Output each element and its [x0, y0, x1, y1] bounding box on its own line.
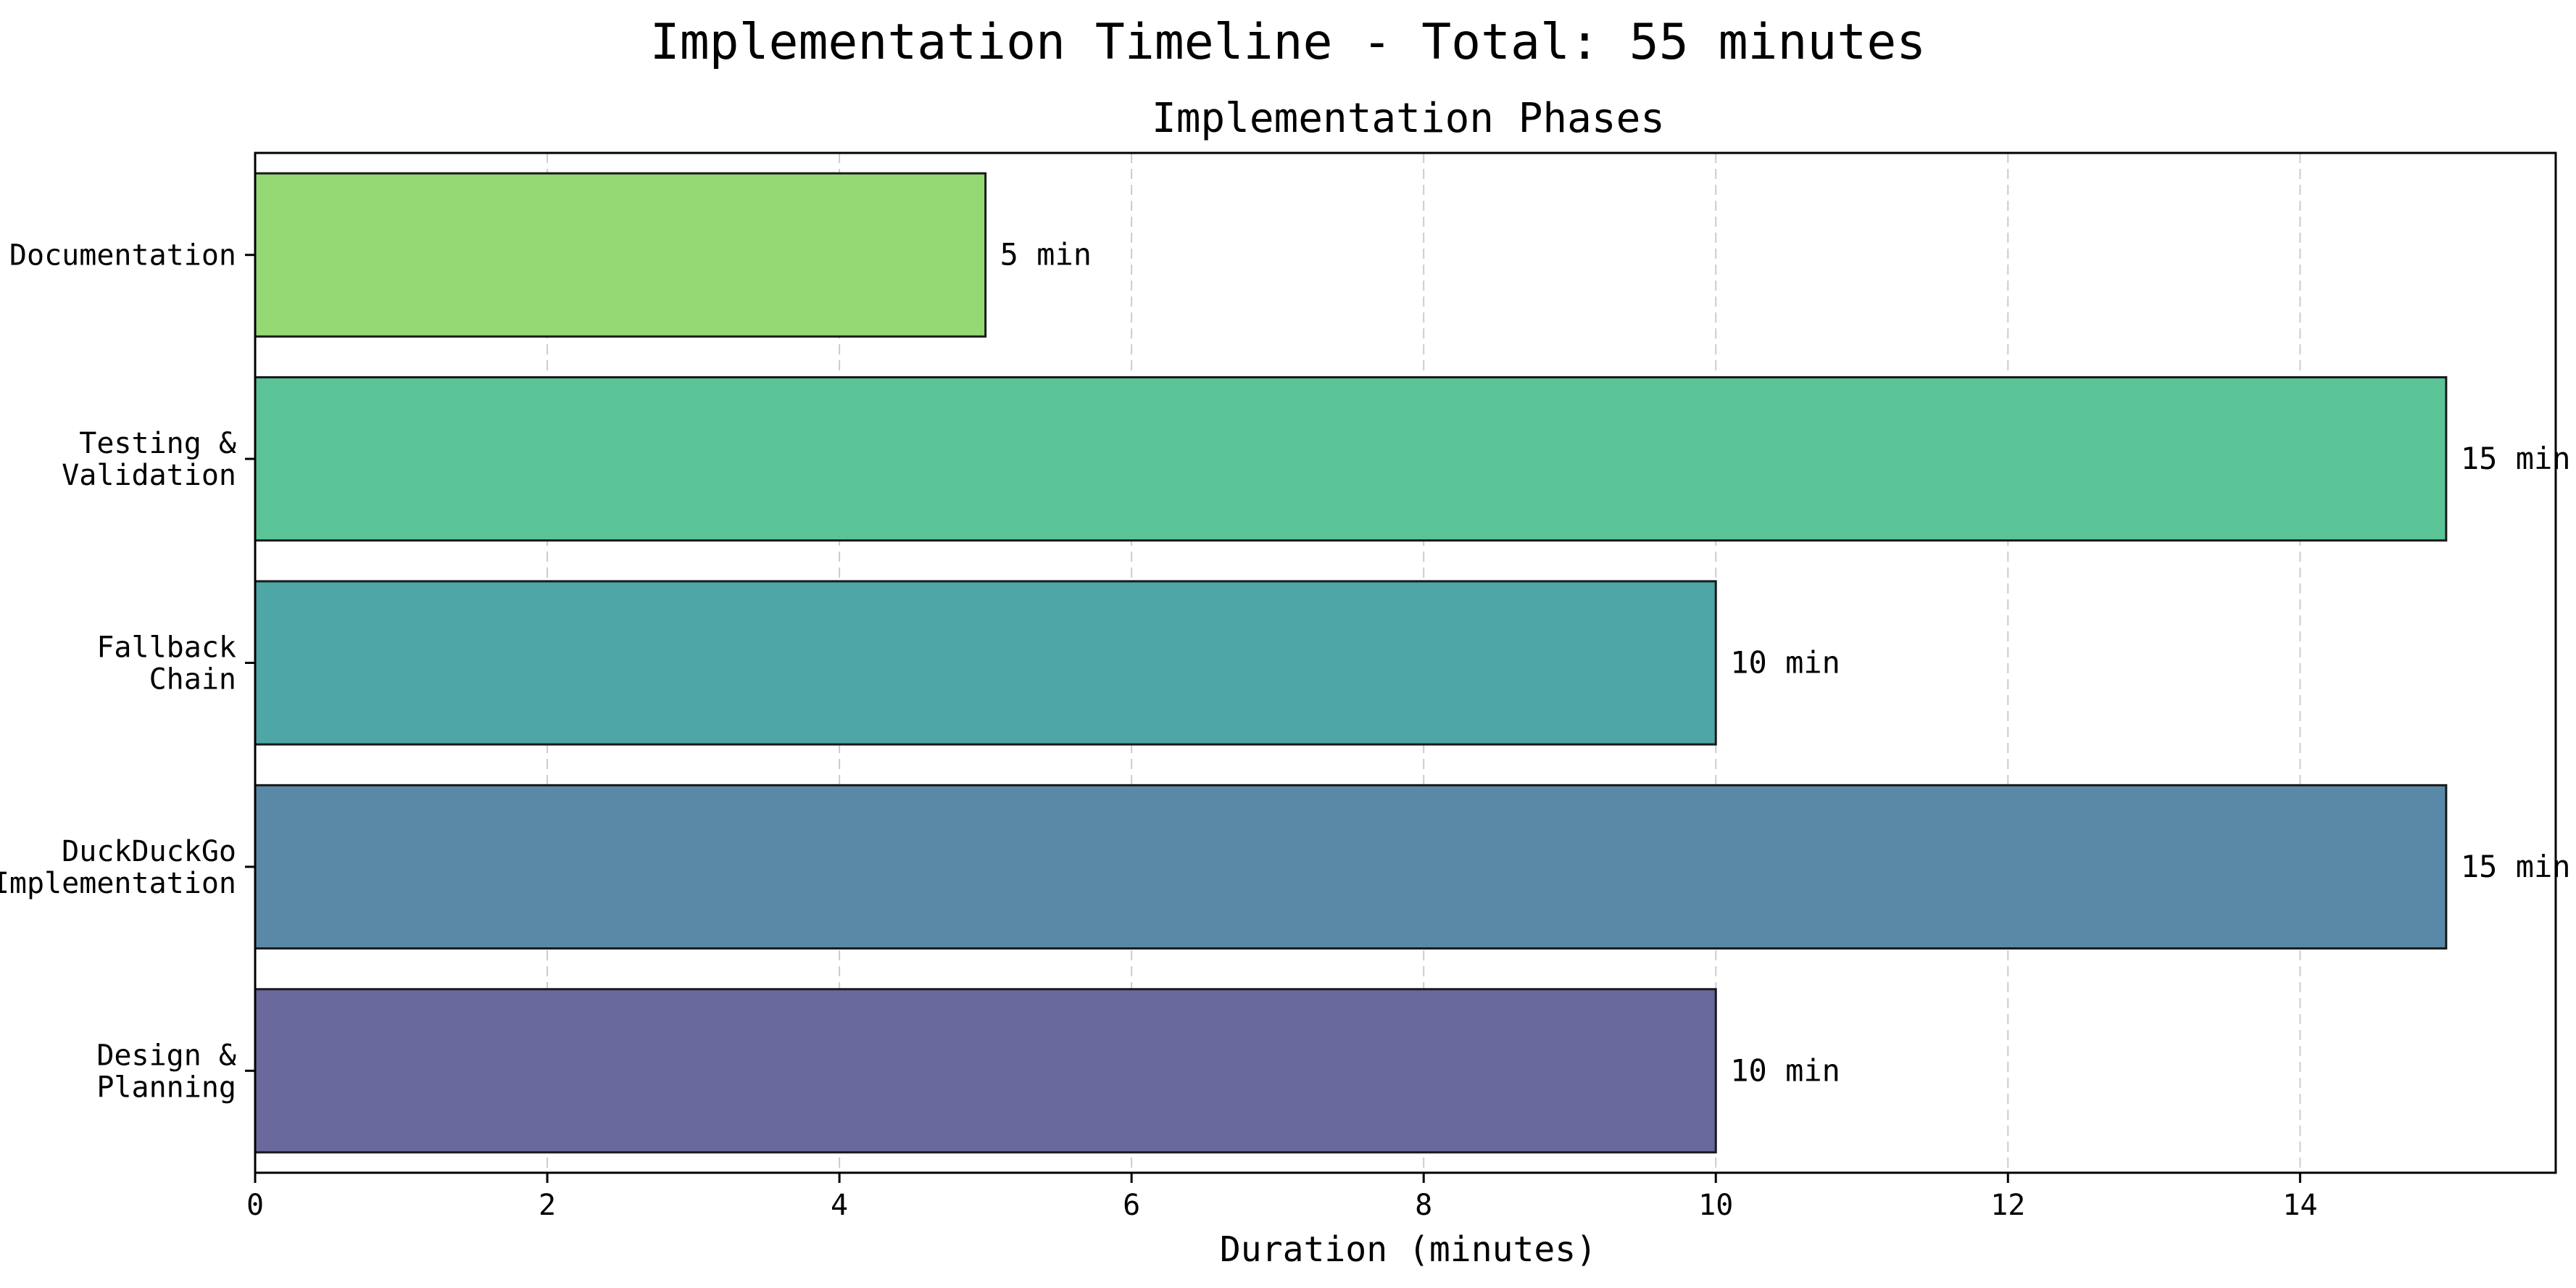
x-axis-title: Duration (minutes) [1220, 1229, 1597, 1270]
y-tick-label-0: Design & Planning [96, 1039, 236, 1104]
y-tick-label-3: Testing & Validation [62, 427, 236, 492]
bar-3 [254, 376, 2448, 542]
figure-suptitle: Implementation Timeline - Total: 55 minu… [649, 14, 1927, 71]
bar-2 [254, 580, 1717, 746]
x-tick-label-3: 6 [1123, 1189, 1140, 1222]
x-tick-label-6: 12 [1990, 1189, 2025, 1222]
chart-title: Implementation Phases [1152, 95, 1665, 142]
bar-value-label-1: 15 min [2461, 849, 2571, 884]
bar-value-label-3: 15 min [2461, 441, 2571, 476]
y-tick-label-4: Documentation [9, 239, 236, 273]
bars-group: 10 min 15 min 10 min 15 min 5 min [254, 172, 2571, 1154]
x-ticks: 0 2 4 6 8 10 12 14 [246, 1173, 2317, 1222]
y-tick-labels: Design & Planning DuckDuckGo Implementation… [0, 239, 255, 1104]
plot-frame [254, 151, 2557, 1174]
y-tick-label-1: DuckDuckGo Implementation [0, 835, 236, 900]
y-tick-label-2: Fallback Chain [96, 631, 236, 697]
bar-1 [254, 784, 2448, 950]
bar-4 [254, 172, 987, 338]
x-tick-label-7: 14 [2282, 1189, 2317, 1222]
x-tick-label-5: 10 [1698, 1189, 1733, 1222]
bar-value-label-4: 5 min [1000, 237, 1092, 273]
x-tick-label-1: 2 [539, 1189, 556, 1222]
x-tick-label-0: 0 [246, 1189, 264, 1222]
bar-0 [254, 988, 1717, 1154]
bar-value-label-0: 10 min [1730, 1052, 1840, 1088]
x-tick-label-4: 8 [1415, 1189, 1432, 1222]
bar-value-label-2: 10 min [1730, 645, 1840, 681]
x-tick-label-2: 4 [831, 1189, 848, 1222]
